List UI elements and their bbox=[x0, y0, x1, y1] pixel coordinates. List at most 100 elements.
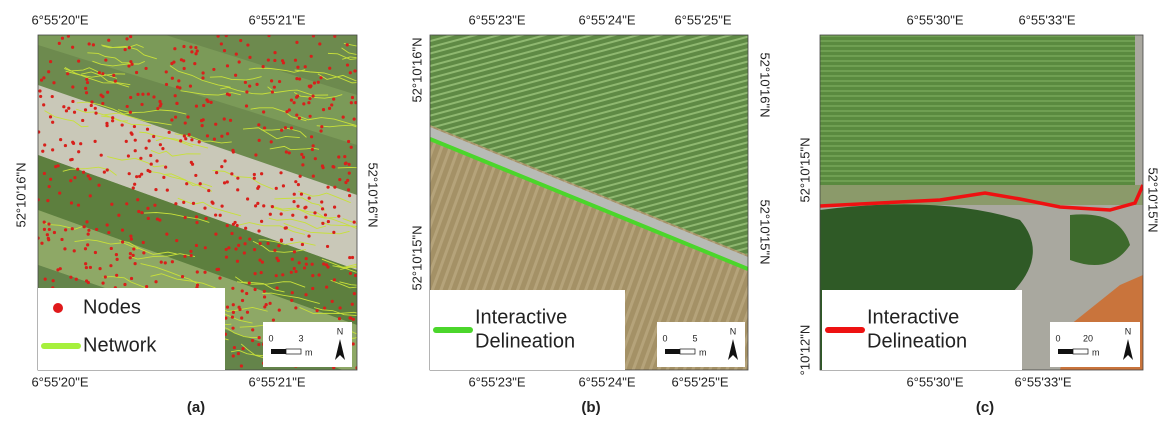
node bbox=[136, 93, 139, 96]
node bbox=[344, 162, 347, 165]
node bbox=[234, 247, 237, 250]
node bbox=[52, 279, 55, 282]
node bbox=[154, 188, 157, 191]
node bbox=[308, 196, 311, 199]
node bbox=[263, 295, 266, 298]
node bbox=[337, 215, 340, 218]
node bbox=[62, 105, 65, 108]
node bbox=[144, 67, 147, 70]
node bbox=[66, 72, 69, 75]
node bbox=[70, 201, 73, 204]
node bbox=[228, 93, 231, 96]
node bbox=[47, 222, 50, 225]
node bbox=[226, 64, 229, 67]
node bbox=[237, 244, 240, 247]
node bbox=[293, 101, 296, 104]
node bbox=[278, 309, 281, 312]
node bbox=[174, 116, 177, 119]
scale-label: 0 bbox=[662, 333, 667, 343]
node bbox=[333, 278, 336, 281]
node bbox=[162, 176, 165, 179]
node bbox=[111, 119, 114, 122]
node bbox=[64, 144, 67, 147]
node bbox=[201, 76, 204, 79]
legend-dot bbox=[53, 303, 63, 313]
scale-bar bbox=[1058, 349, 1073, 354]
node bbox=[311, 263, 314, 266]
node bbox=[53, 231, 56, 234]
north-label: N bbox=[1125, 326, 1132, 336]
node bbox=[248, 281, 251, 284]
node bbox=[308, 97, 311, 100]
node bbox=[71, 46, 74, 49]
node bbox=[126, 105, 129, 108]
node bbox=[318, 42, 321, 45]
node bbox=[196, 270, 199, 273]
scale-unit: m bbox=[1092, 347, 1100, 357]
node bbox=[230, 232, 233, 235]
node bbox=[348, 194, 351, 197]
node bbox=[353, 220, 356, 223]
node bbox=[175, 239, 178, 242]
node bbox=[238, 60, 241, 63]
node bbox=[253, 272, 256, 275]
node bbox=[223, 159, 226, 162]
node bbox=[225, 248, 228, 251]
node bbox=[239, 39, 242, 42]
node bbox=[77, 150, 80, 153]
node bbox=[331, 300, 334, 303]
node bbox=[106, 168, 109, 171]
node bbox=[302, 156, 305, 159]
node bbox=[339, 306, 342, 309]
node bbox=[321, 207, 324, 210]
node bbox=[83, 225, 86, 228]
node bbox=[277, 244, 280, 247]
bottom-label: 6°55'23"E bbox=[468, 374, 525, 389]
top-label: 6°55'33"E bbox=[1018, 12, 1075, 27]
node bbox=[265, 303, 268, 306]
node bbox=[164, 165, 167, 168]
right-label: 52°10'16"N bbox=[366, 162, 381, 227]
node bbox=[246, 43, 249, 46]
node bbox=[226, 306, 229, 309]
node bbox=[199, 182, 202, 185]
node bbox=[87, 174, 90, 177]
node bbox=[251, 339, 254, 342]
node bbox=[256, 187, 259, 190]
node bbox=[203, 271, 206, 274]
node bbox=[129, 252, 132, 255]
node bbox=[277, 259, 280, 262]
node bbox=[220, 42, 223, 45]
node bbox=[165, 70, 168, 73]
scale-bar bbox=[271, 349, 286, 354]
right-label: 52°10'15"N bbox=[1146, 167, 1158, 232]
node bbox=[39, 95, 42, 98]
node bbox=[127, 64, 130, 67]
node bbox=[236, 177, 239, 180]
node bbox=[266, 242, 269, 245]
scale-label: 0 bbox=[268, 333, 273, 343]
node bbox=[323, 306, 326, 309]
node bbox=[171, 77, 174, 80]
node bbox=[130, 131, 133, 134]
node bbox=[182, 201, 185, 204]
node bbox=[152, 135, 155, 138]
node bbox=[192, 202, 195, 205]
node bbox=[128, 46, 131, 49]
node bbox=[71, 227, 74, 230]
node bbox=[97, 184, 100, 187]
bottom-label: 6°55'24"E bbox=[578, 374, 635, 389]
node bbox=[117, 214, 120, 217]
node bbox=[107, 39, 110, 42]
node bbox=[85, 279, 88, 282]
node bbox=[351, 303, 354, 306]
node bbox=[103, 171, 106, 174]
node bbox=[326, 186, 329, 189]
north-label: N bbox=[730, 326, 737, 336]
node bbox=[92, 43, 95, 46]
node bbox=[190, 254, 193, 257]
node bbox=[257, 343, 260, 346]
bottom-label: 6°55'30"E bbox=[906, 374, 963, 389]
node bbox=[136, 198, 139, 201]
node bbox=[321, 222, 324, 225]
